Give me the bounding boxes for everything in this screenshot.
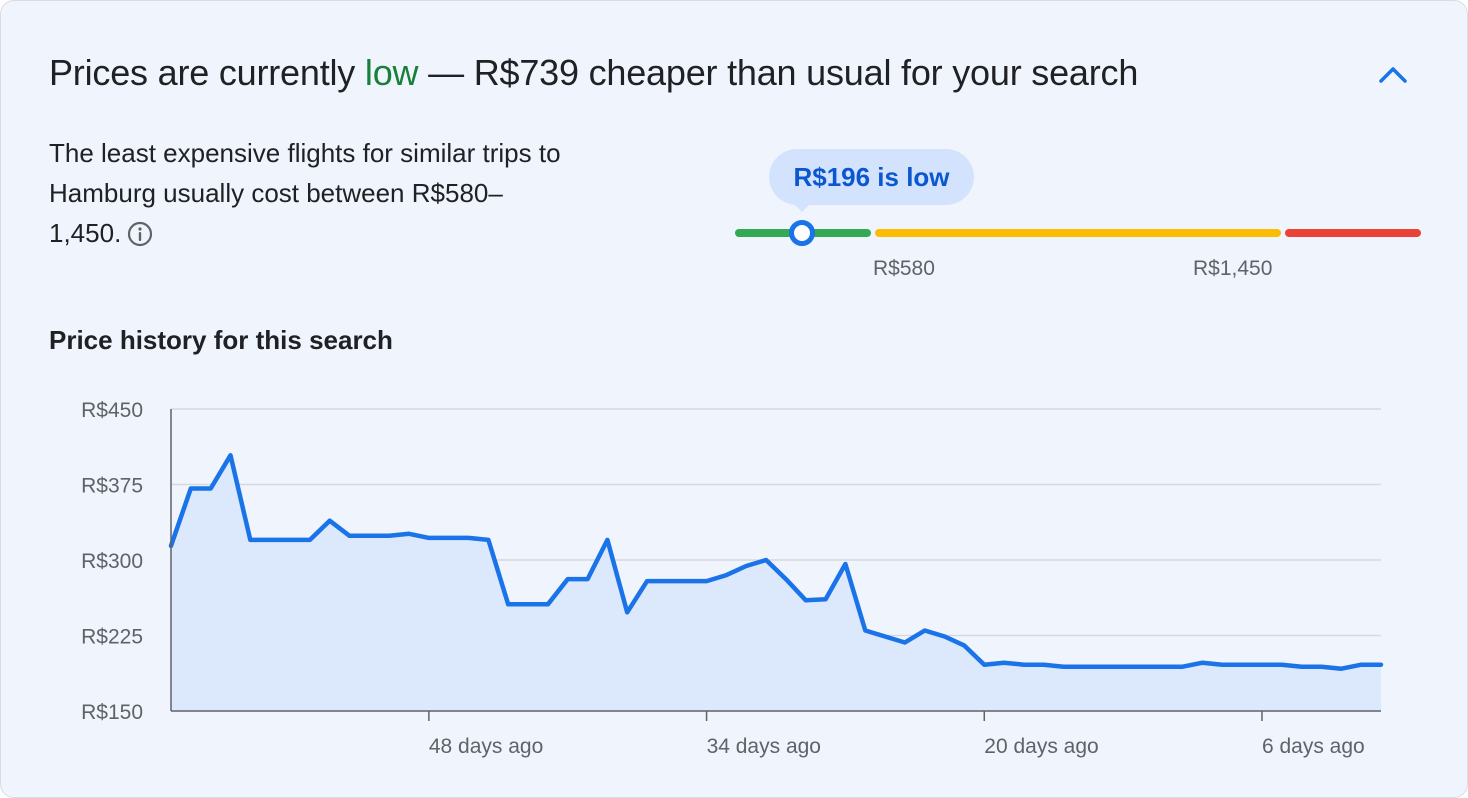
chevron-up-icon — [1379, 67, 1407, 83]
y-tick-label: R$450 — [81, 399, 143, 422]
high-price-range-bar — [1285, 229, 1421, 237]
headline-status: low — [364, 52, 419, 93]
price-area-fill — [171, 455, 1381, 711]
collapse-button[interactable] — [1369, 53, 1417, 97]
price-headline: Prices are currently low — R$739 cheaper… — [49, 51, 1138, 95]
y-tick-label: R$300 — [81, 550, 143, 573]
y-tick-label: R$375 — [81, 475, 143, 498]
typical-price-description: The least expensive flights for similar … — [49, 133, 569, 258]
y-tick-label: R$225 — [81, 626, 143, 649]
y-tick-label: R$150 — [81, 701, 143, 724]
typical-price-range-bar — [875, 229, 1281, 237]
headline-suffix: — R$739 cheaper than usual for your sear… — [418, 52, 1139, 93]
price-history-line — [168, 453, 1384, 671]
current-price-bubble: R$196 is low — [769, 149, 974, 205]
x-tick-label: 6 days ago — [1262, 735, 1365, 758]
description-text: The least expensive flights for similar … — [49, 138, 561, 248]
bubble-pointer — [793, 203, 811, 212]
x-tick-label: 20 days ago — [984, 735, 1098, 758]
current-price-marker — [789, 220, 815, 246]
price-history-chart: R$150 R$225 R$300 R$375 R$450 48 days ago 34 d… — [81, 399, 1384, 758]
headline-prefix: Prices are currently — [49, 52, 365, 93]
x-tick-label: 34 days ago — [707, 735, 821, 758]
range-high-label: R$1,450 — [1193, 257, 1273, 280]
price-history-title: Price history for this search — [49, 325, 393, 355]
range-low-label: R$580 — [873, 257, 935, 280]
x-tick-label: 48 days ago — [429, 735, 543, 758]
info-icon[interactable] — [127, 218, 153, 258]
